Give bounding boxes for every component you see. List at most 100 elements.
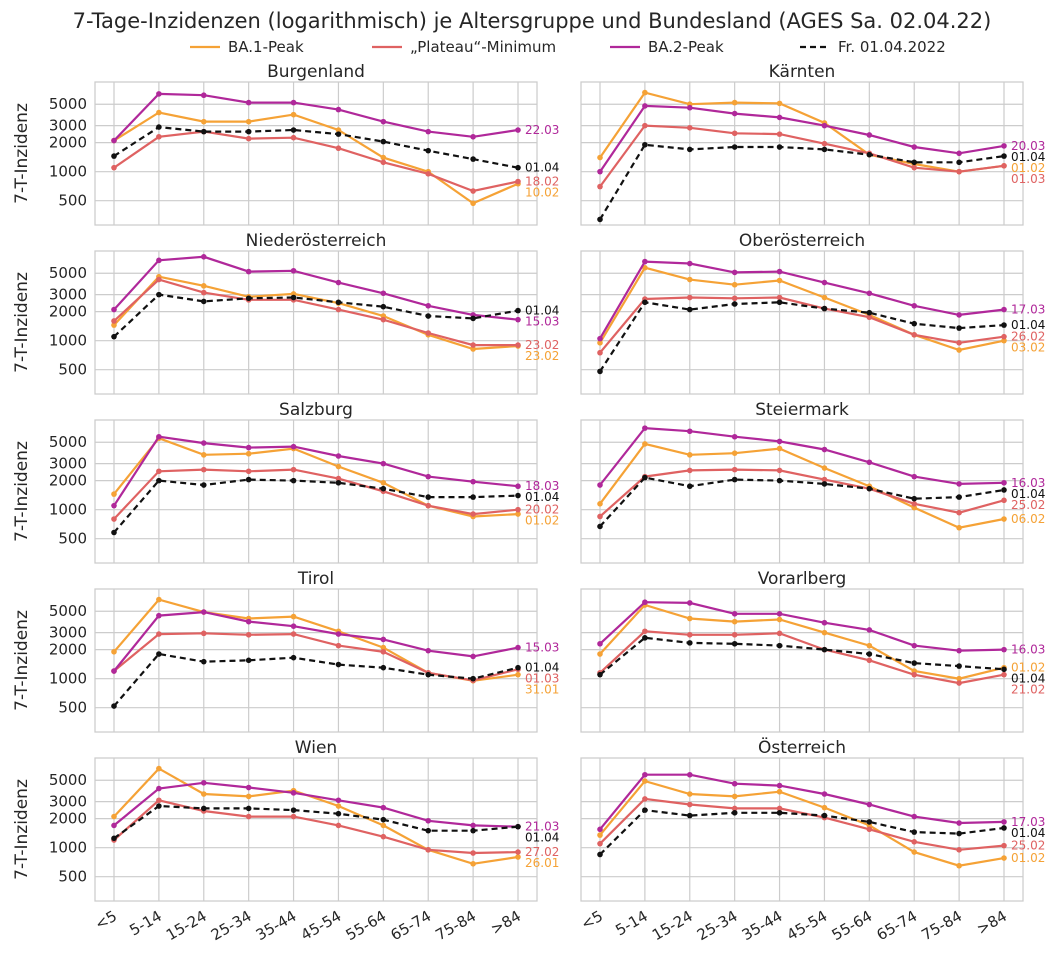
data-point-current bbox=[821, 146, 828, 153]
data-point-plateau bbox=[470, 342, 476, 348]
series-line-plateau bbox=[599, 124, 1005, 188]
x-tick-label: 55-64 bbox=[343, 907, 390, 944]
data-point-current bbox=[776, 477, 783, 484]
end-label-ba2: 15.03 bbox=[525, 315, 559, 329]
data-point-ba2 bbox=[731, 611, 738, 617]
data-point-plateau bbox=[776, 805, 783, 812]
y-tick-label: 2000 bbox=[49, 810, 87, 828]
data-point-ba2 bbox=[911, 642, 918, 649]
end-label-ba2: 16.03 bbox=[1011, 643, 1045, 657]
end-label-ba2: 18.03 bbox=[525, 479, 559, 493]
x-tick-label: 25-34 bbox=[208, 907, 255, 944]
data-point-current bbox=[200, 805, 207, 812]
data-point-current bbox=[821, 646, 828, 653]
data-point-current bbox=[425, 827, 432, 834]
y-tick-label: 1000 bbox=[49, 163, 87, 181]
series-line-ba2 bbox=[599, 426, 1005, 486]
data-point-ba2 bbox=[200, 92, 207, 99]
data-point-ba1 bbox=[245, 118, 252, 125]
data-point-ba1 bbox=[821, 465, 828, 471]
data-point-ba1 bbox=[380, 479, 387, 486]
data-point-ba2 bbox=[380, 460, 387, 467]
data-point-plateau bbox=[470, 511, 476, 517]
series-line-ba1 bbox=[599, 266, 1005, 352]
data-point-plateau bbox=[111, 164, 117, 171]
data-point-ba1 bbox=[597, 340, 603, 346]
data-point-ba1 bbox=[380, 822, 387, 829]
data-point-ba2 bbox=[866, 459, 873, 466]
data-point-ba1 bbox=[956, 347, 962, 353]
data-point-ba2 bbox=[731, 780, 738, 787]
data-point-ba1 bbox=[1001, 516, 1007, 522]
end-label-plateau: 26.02 bbox=[1011, 330, 1045, 344]
data-point-plateau bbox=[686, 631, 693, 638]
data-point-ba2 bbox=[335, 631, 342, 637]
data-point-plateau bbox=[200, 630, 207, 637]
data-point-ba2 bbox=[956, 820, 962, 826]
data-point-plateau bbox=[335, 475, 342, 482]
data-point-plateau bbox=[776, 467, 783, 474]
panel-frame bbox=[94, 588, 538, 733]
data-point-current bbox=[335, 479, 342, 486]
data-point-ba1 bbox=[156, 596, 162, 603]
end-label-plateau: 20.02 bbox=[525, 503, 559, 517]
data-point-ba2 bbox=[731, 433, 738, 440]
data-point-current bbox=[200, 128, 207, 135]
data-point-current bbox=[245, 295, 252, 302]
series-line-ba1 bbox=[113, 275, 519, 351]
end-label-ba1: 01.02 bbox=[1011, 851, 1045, 865]
data-point-plateau bbox=[956, 680, 962, 686]
data-point-ba1 bbox=[866, 642, 873, 649]
data-point-current bbox=[731, 301, 738, 307]
data-point-ba1 bbox=[776, 277, 783, 284]
data-point-ba1 bbox=[642, 89, 648, 96]
data-point-ba1 bbox=[731, 450, 738, 456]
data-point-current bbox=[470, 675, 476, 682]
data-point-ba2 bbox=[597, 168, 603, 175]
data-point-ba2 bbox=[911, 813, 918, 820]
data-point-current bbox=[290, 127, 297, 133]
data-point-ba1 bbox=[776, 616, 783, 623]
data-point-current bbox=[1001, 153, 1007, 159]
data-point-ba2 bbox=[470, 653, 476, 660]
data-point-current bbox=[911, 495, 918, 502]
series-line-ba2 bbox=[113, 610, 519, 672]
data-point-ba1 bbox=[111, 322, 117, 328]
data-point-current bbox=[642, 474, 648, 481]
series-line-ba2 bbox=[113, 255, 519, 321]
panel-frame bbox=[580, 588, 1024, 733]
data-point-ba2 bbox=[245, 618, 252, 625]
data-point-plateau bbox=[335, 642, 342, 649]
data-point-plateau bbox=[686, 801, 693, 808]
series-line-plateau bbox=[113, 130, 519, 193]
data-point-ba1 bbox=[597, 832, 603, 838]
data-point-current bbox=[111, 835, 117, 842]
data-point-ba2 bbox=[200, 780, 207, 786]
data-point-current bbox=[380, 138, 387, 145]
data-point-plateau bbox=[911, 332, 918, 338]
panel-title: Burgenland bbox=[267, 62, 365, 82]
end-label-plateau: 27.02 bbox=[525, 845, 559, 859]
end-label-current: 01.04 bbox=[1011, 487, 1045, 501]
data-point-ba2 bbox=[1001, 646, 1007, 653]
end-label-ba1: 06.02 bbox=[1011, 512, 1045, 526]
data-point-current bbox=[245, 657, 252, 664]
data-point-current bbox=[156, 803, 162, 809]
series-line-current bbox=[113, 125, 519, 169]
series-line-current bbox=[599, 301, 1005, 372]
data-point-current bbox=[335, 131, 342, 137]
x-tick-label: 35-44 bbox=[739, 907, 786, 944]
data-point-ba2 bbox=[290, 443, 297, 450]
x-tick-label: 45-54 bbox=[298, 907, 345, 944]
data-point-current bbox=[156, 477, 162, 484]
data-point-ba1 bbox=[731, 99, 738, 106]
data-point-ba2 bbox=[731, 269, 738, 276]
data-point-ba2 bbox=[642, 771, 648, 778]
data-point-plateau bbox=[245, 813, 252, 820]
data-point-ba2 bbox=[380, 118, 387, 125]
panel-frame bbox=[580, 81, 1024, 226]
data-point-plateau bbox=[290, 813, 297, 820]
